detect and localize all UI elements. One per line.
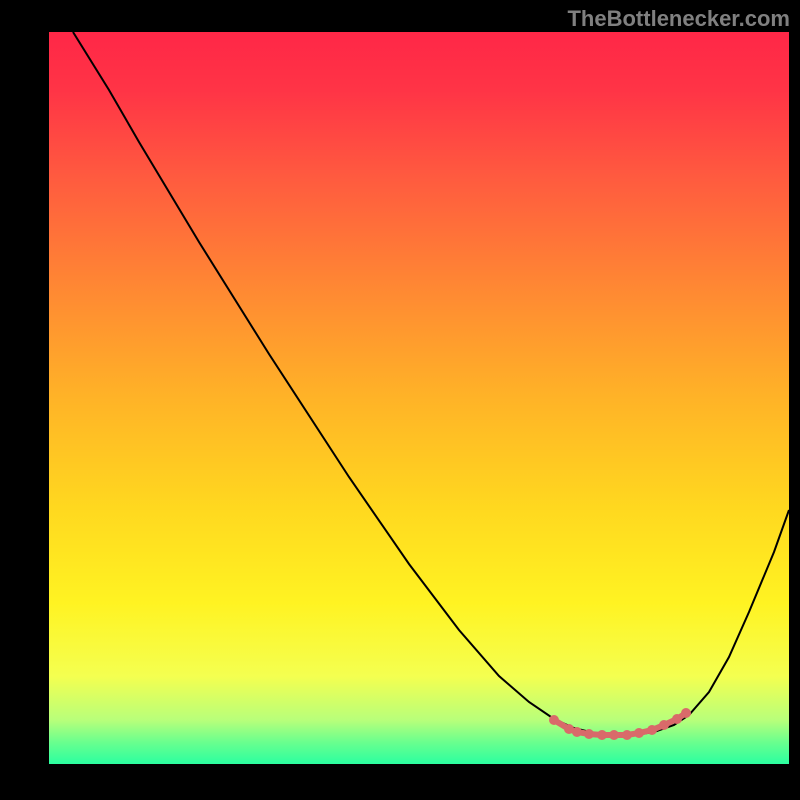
chart-frame: TheBottlenecker.com [0, 0, 800, 800]
watermark-text: TheBottlenecker.com [567, 6, 790, 32]
chart-svg [49, 32, 789, 764]
gradient-background [49, 32, 789, 764]
chart-plot-area [49, 32, 789, 764]
